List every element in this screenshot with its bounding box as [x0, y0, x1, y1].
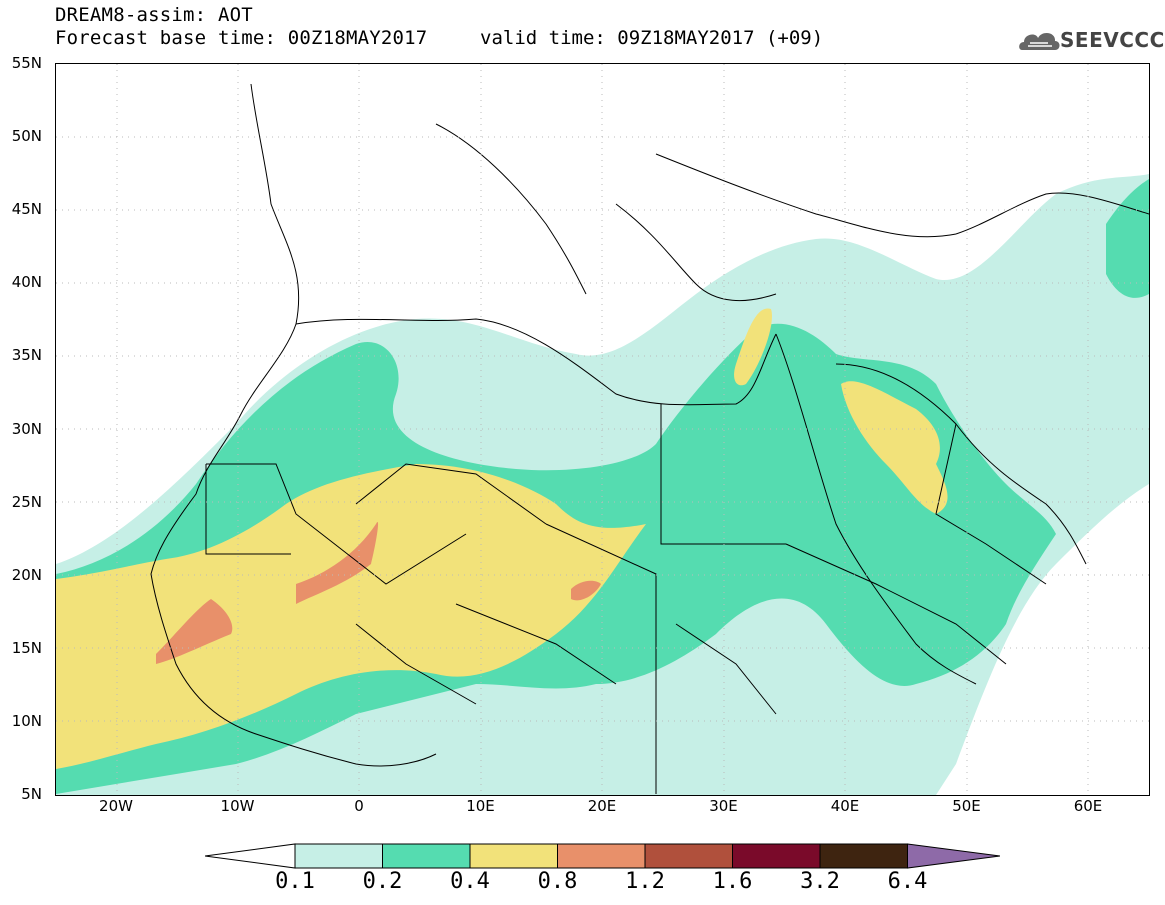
lon-label: 50E [952, 797, 981, 815]
aot-contour-0-4-east [841, 381, 948, 514]
aot-map [55, 63, 1150, 796]
valid-time-label: valid time: 09Z18MAY2017 (+09) [480, 27, 824, 49]
map-svg [56, 64, 1149, 795]
aot-contour-0-8-chad [571, 580, 601, 601]
aot-contour-0-8-west [156, 599, 233, 664]
lat-label: 15N [11, 638, 42, 657]
colorbar-label: 0.1 [275, 869, 315, 894]
chart-title: DREAM8-assim: AOT [55, 4, 253, 26]
colorbar-segment [644, 843, 733, 869]
lat-label: 30N [11, 419, 42, 438]
lon-label: 20E [587, 797, 617, 815]
aot-contour-0-4-levant [734, 308, 772, 386]
colorbar-arrow-high [907, 843, 1000, 869]
aot-contour-0-2-east [1106, 179, 1149, 298]
colorbar-label: 0.8 [537, 869, 578, 894]
lat-label: 40N [11, 273, 42, 292]
colorbar-segment [294, 843, 383, 869]
colorbar-label: 1.2 [625, 869, 665, 894]
colorbar-label: 0.2 [362, 869, 403, 894]
colorbar [205, 843, 1000, 869]
coastlines [150, 83, 1149, 794]
lat-label: 25N [11, 492, 42, 511]
colorbar-arrow-low [205, 843, 296, 869]
lon-label: 60E [1073, 797, 1103, 815]
colorbar-segment [469, 843, 558, 869]
lat-label: 20N [11, 565, 42, 584]
colorbar-label: 1.6 [712, 869, 753, 894]
lat-label: 5N [21, 785, 42, 803]
colorbar-segment [819, 843, 908, 869]
colorbar-segment [382, 843, 471, 869]
lon-label: 20W [99, 797, 133, 815]
lon-label: 0 [354, 797, 364, 815]
lat-label: 45N [11, 200, 42, 219]
cloud-logo-icon [1019, 32, 1060, 50]
logo-text: SEEVCCC [1060, 28, 1165, 52]
lat-label: 55N [11, 54, 42, 72]
colorbar-label: 0.4 [450, 869, 490, 894]
lon-label: 40E [830, 797, 860, 815]
base-time-label: Forecast base time: 00Z18MAY2017 [55, 27, 428, 49]
lat-label: 35N [11, 346, 42, 365]
lon-label: 10W [220, 797, 255, 815]
colorbar-segment [557, 843, 646, 869]
aot-contour-0-8 [296, 522, 379, 604]
lon-label: 10E [466, 797, 495, 815]
lat-label: 10N [11, 711, 42, 730]
aot-contour-0-4 [56, 464, 646, 769]
colorbar-segment [732, 843, 821, 869]
colorbar-label: 3.2 [800, 869, 840, 894]
lon-label: 30E [709, 797, 738, 815]
lat-label: 50N [11, 127, 42, 146]
colorbar-label: 6.4 [887, 869, 928, 894]
graticule [56, 64, 1149, 795]
